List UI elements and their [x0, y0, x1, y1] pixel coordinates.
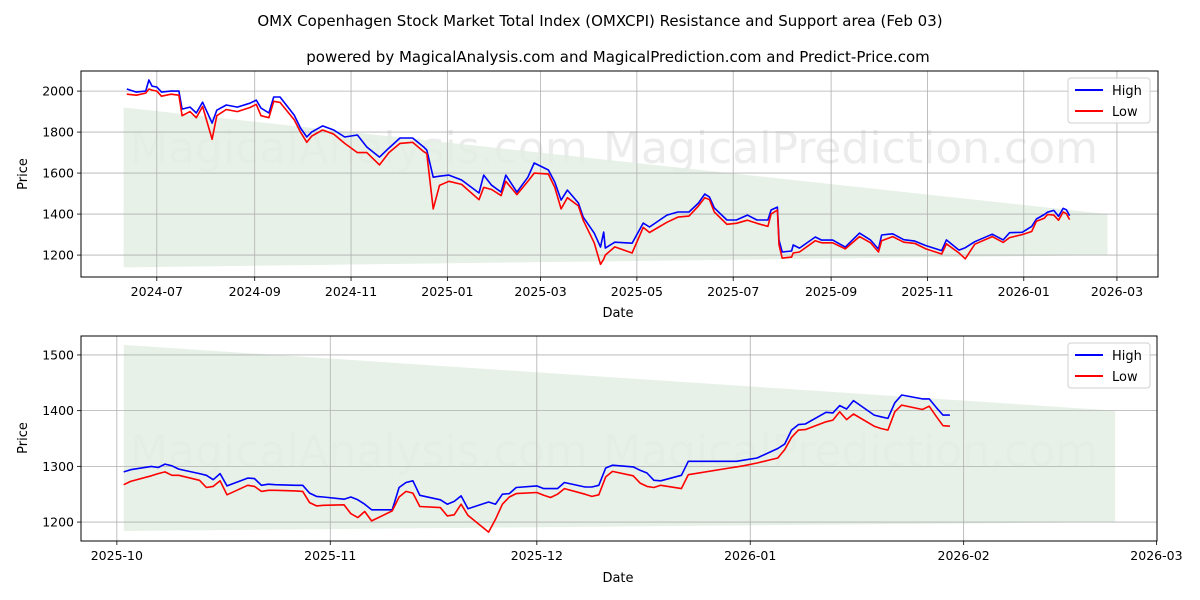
bottom-chart-axes: MagicalAnalysis.comMagicalPrediction.com… — [16, 335, 1183, 586]
series-lines — [126, 79, 1071, 266]
x-tick-label: 2025-05 — [611, 284, 663, 299]
x-tick-label: 2025-12 — [511, 548, 563, 563]
axes-frame — [80, 335, 1158, 542]
legend-label-high: High — [1112, 84, 1142, 99]
legend: High Low — [1067, 342, 1151, 389]
y-tick-label: 1300 — [42, 459, 74, 474]
watermark-prediction: MagicalPrediction.com — [603, 123, 1098, 174]
series-low-line — [126, 88, 1071, 266]
series-high-line — [126, 79, 1071, 253]
axes-frame — [80, 70, 1159, 278]
x-tick-label: 2025-11 — [304, 548, 356, 563]
chart-subtitle: powered by MagicalAnalysis.com and Magic… — [306, 48, 930, 66]
y-tick-label: 1400 — [42, 403, 74, 418]
chart-title: OMX Copenhagen Stock Market Total Index … — [257, 12, 942, 30]
y-tick-label: 1500 — [42, 347, 74, 362]
series-lines — [123, 394, 950, 533]
x-tick-label: 2025-11 — [901, 284, 953, 299]
top-chart-axes: MagicalAnalysis.comMagicalPrediction.com… — [16, 70, 1159, 321]
x-tick-label: 2025-07 — [707, 284, 759, 299]
series-high-line — [123, 394, 950, 511]
y-tick-label: 1600 — [42, 166, 74, 181]
x-tick-label: 2025-01 — [421, 284, 473, 299]
y-tick-label: 2000 — [42, 84, 74, 99]
x-tick-label: 2024-07 — [131, 284, 183, 299]
legend-label-high: High — [1112, 349, 1142, 364]
legend-label-low: Low — [1112, 370, 1138, 385]
y-tick-label: 1200 — [42, 248, 74, 263]
y-axis-label: Price — [16, 158, 31, 190]
x-tick-label: 2025-09 — [805, 284, 857, 299]
support-resistance-band — [123, 107, 1108, 268]
x-tick-label: 2025-10 — [91, 548, 143, 563]
y-tick-label: 1400 — [42, 207, 74, 222]
x-tick-label: 2024-11 — [325, 284, 377, 299]
y-tick-label: 1200 — [42, 515, 74, 530]
y-tick-label: 1800 — [42, 125, 74, 140]
x-tick-label: 2026-01 — [998, 284, 1050, 299]
x-tick-label: 2025-03 — [514, 284, 566, 299]
legend-label-low: Low — [1112, 105, 1138, 120]
x-tick-label: 2024-09 — [229, 284, 281, 299]
x-axis-label: Date — [602, 571, 633, 586]
x-tick-label: 2026-01 — [724, 548, 776, 563]
x-axis-label: Date — [602, 306, 633, 321]
support-resistance-band — [123, 344, 1116, 531]
y-axis-label: Price — [16, 422, 31, 454]
x-tick-label: 2026-02 — [938, 548, 990, 563]
x-tick-label: 2026-03 — [1091, 284, 1143, 299]
x-tick-label: 2026-03 — [1130, 548, 1182, 563]
legend: High Low — [1067, 77, 1151, 124]
series-low-line — [123, 404, 950, 533]
